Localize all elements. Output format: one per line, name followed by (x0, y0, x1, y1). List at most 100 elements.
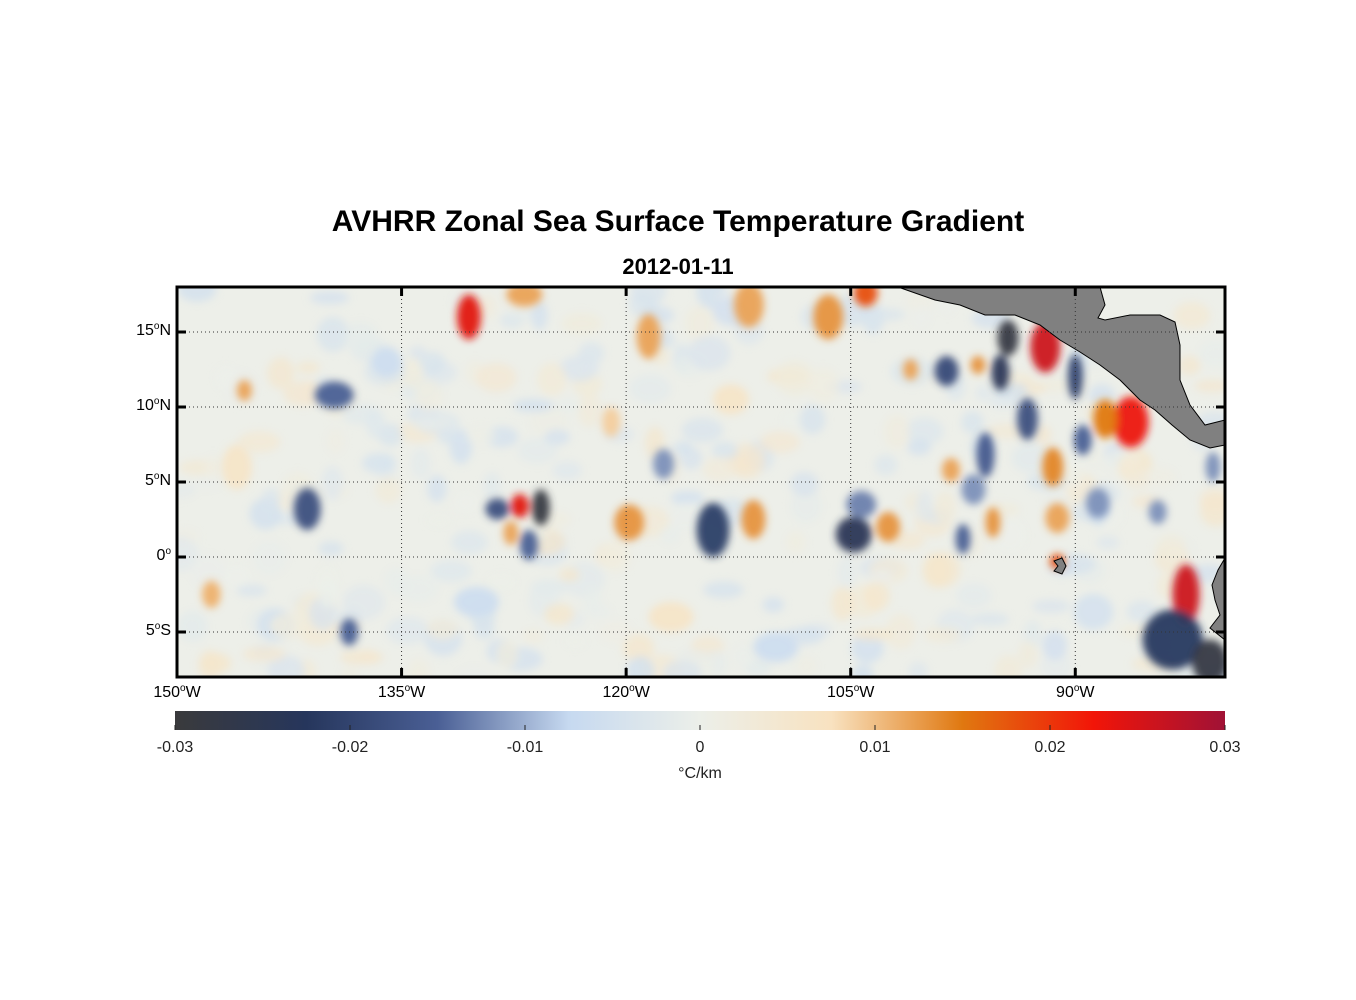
noise-blob (831, 586, 854, 621)
noise-blob (852, 664, 874, 677)
gradient-anomaly (1016, 398, 1038, 440)
noise-blob (483, 472, 502, 501)
noise-blob (673, 440, 693, 455)
lon-label: 150oW (153, 683, 201, 701)
noise-blob (559, 567, 580, 582)
noise-blob (465, 426, 496, 445)
noise-blob (326, 428, 344, 454)
noise-blob (688, 335, 731, 371)
gradient-anomaly (846, 491, 877, 518)
gradient-anomaly (1172, 564, 1200, 625)
colorbar-tick-label: 0.01 (859, 739, 891, 756)
colorbar (175, 711, 1225, 730)
gradient-anomaly (934, 356, 959, 386)
noise-blob (589, 605, 612, 620)
gradient-anomaly (712, 384, 749, 415)
noise-blob (342, 584, 385, 620)
lat-label: 5oS (145, 621, 171, 639)
gradient-anomaly (456, 294, 481, 340)
gradient-anomaly (1148, 500, 1167, 524)
noise-blob (552, 461, 582, 480)
noise-blob (409, 415, 453, 431)
noise-blob (177, 481, 197, 499)
noise-blob (622, 633, 655, 662)
noise-blob (267, 655, 306, 677)
noise-blob (1155, 534, 1187, 563)
graticule (177, 287, 1225, 677)
noise-blob (629, 374, 672, 404)
gradient-anomaly (371, 347, 402, 377)
noise-blob (867, 308, 905, 321)
noise-blob (427, 513, 453, 527)
noise-blob (1011, 443, 1051, 474)
noise-blob (1023, 620, 1042, 648)
gradient-anomaly (1045, 503, 1070, 533)
noise-blob (975, 385, 992, 402)
gradient-anomalies-layer (202, 287, 1225, 677)
gradient-anomaly (221, 444, 252, 490)
noise-blob (236, 584, 267, 597)
noise-blob (177, 287, 217, 302)
gradient-anomaly (903, 359, 919, 380)
lon-label: 90oW (1056, 683, 1095, 701)
gradient-anomaly (696, 503, 730, 557)
gradient-anomaly (614, 504, 645, 541)
noise-blob (316, 316, 350, 352)
gradient-anomaly (1112, 396, 1149, 448)
gradient-anomaly (293, 488, 321, 530)
noise-blob (911, 304, 931, 328)
noise-blob (1198, 340, 1225, 368)
noise-blob (961, 410, 984, 434)
lon-label: 105oW (827, 683, 875, 701)
noise-blob (1054, 553, 1096, 575)
noise-blob (577, 392, 602, 427)
noise-blob (863, 581, 890, 611)
colorbar-tick-label: 0 (695, 739, 705, 756)
noise-blob (908, 661, 928, 677)
noise-blob (681, 417, 724, 443)
noise-blob (384, 567, 409, 595)
lat-label: 5oN (144, 471, 171, 489)
map-date-subtitle: 2012-01-11 (622, 254, 734, 279)
noise-blob (204, 455, 222, 480)
noise-blob (630, 287, 667, 307)
gradient-anomaly (202, 581, 221, 608)
noise-blob (871, 569, 893, 584)
noise-blob (853, 628, 894, 641)
land-galapagos (1053, 557, 1067, 575)
noise-blob (252, 540, 287, 576)
gradient-anomaly (1205, 452, 1221, 482)
noise-blob (177, 611, 208, 642)
noise-blob (759, 431, 800, 454)
noise-blob (796, 657, 817, 676)
noise-blob (190, 553, 226, 589)
noise-blob (762, 596, 785, 613)
noise-blob (476, 363, 517, 393)
noise-blob (994, 655, 1023, 677)
noise-blob (782, 413, 801, 426)
noise-blob (318, 541, 344, 556)
gradient-anomaly (1067, 354, 1083, 400)
noise-blob (1178, 355, 1201, 376)
noise-blob (1096, 536, 1120, 550)
noise-blob (310, 290, 350, 305)
noise-blob (745, 659, 772, 677)
lat-label: 15oN (136, 321, 171, 339)
gradient-anomaly (733, 287, 764, 328)
noise-blob (1032, 599, 1071, 613)
gradient-anomaly (636, 314, 661, 359)
gradient-anomaly (997, 320, 1019, 356)
noise-blob (1194, 379, 1225, 393)
gradient-anomaly (506, 287, 543, 307)
gradient-anomaly (813, 294, 844, 340)
noise-blob (269, 612, 310, 640)
noise-blob (1173, 301, 1211, 330)
noise-blob (775, 360, 815, 396)
gradient-anomaly (955, 524, 971, 554)
noise-blob (530, 403, 568, 438)
gradient-anomaly (976, 432, 995, 478)
noise-blob (296, 361, 320, 374)
noise-blob (711, 441, 739, 460)
noise-blob (1042, 630, 1068, 660)
